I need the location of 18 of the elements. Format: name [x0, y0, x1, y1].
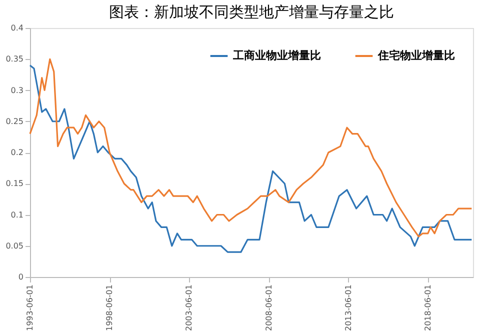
legend-label: 工商业物业增量比 — [232, 49, 321, 62]
x-tick-label: 2018-06-01 — [423, 284, 432, 331]
chart-title: 图表：新加坡不同类型地产增量与存量之比 — [109, 3, 394, 21]
y-tick-label: 0.35 — [6, 54, 24, 64]
x-tick-label: 2008-06-01 — [264, 284, 274, 331]
x-tick-label: 1993-06-01 — [26, 284, 34, 331]
y-tick-label: 0.3 — [10, 86, 24, 95]
y-tick-label: 0.1 — [10, 210, 24, 220]
y-tick-label: 0.15 — [6, 179, 24, 188]
y-tick-label: 0.25 — [6, 116, 24, 126]
x-tick-label: 1998-06-01 — [105, 284, 114, 331]
legend-label: 住宅物业增量比 — [377, 49, 455, 62]
y-tick-label: 0 — [18, 272, 24, 282]
y-tick-label: 0.05 — [6, 241, 24, 250]
y-tick-label: 0.2 — [10, 148, 24, 157]
y-tick-label: 0.4 — [10, 24, 24, 32]
x-tick-label: 2003-06-01 — [184, 284, 194, 331]
x-tick-label: 2013-06-01 — [344, 284, 353, 331]
